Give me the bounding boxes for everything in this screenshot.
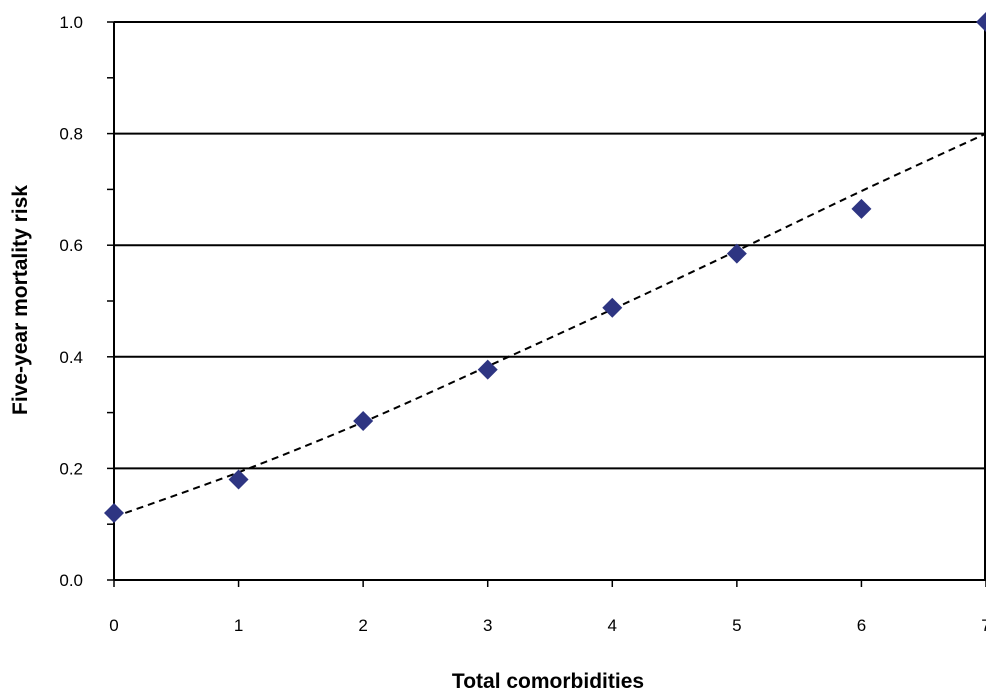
gridlines <box>114 21 986 470</box>
axes <box>113 22 986 581</box>
y-tick-label: 1.0 <box>59 13 83 32</box>
y-tick-label: 0.0 <box>59 571 83 590</box>
y-axis-title: Five-year mortality risk <box>9 185 32 415</box>
x-tick-label: 1 <box>234 616 243 635</box>
data-point-5 <box>726 243 747 264</box>
data-point-7 <box>976 12 986 32</box>
y-tick-label: 0.2 <box>59 459 83 478</box>
trendline-path <box>113 132 986 518</box>
x-tick-label: 4 <box>608 616 617 635</box>
x-tick-label: 6 <box>857 616 866 635</box>
x-tick-label: 2 <box>358 616 367 635</box>
tick-marks <box>107 21 986 587</box>
data-point-0 <box>104 503 124 524</box>
x-tick-label: 5 <box>732 616 741 635</box>
y-tick-labels: 0.0 0.2 0.4 0.6 0.8 1.0 <box>59 13 83 590</box>
x-tick-label: 0 <box>109 616 118 635</box>
y-tick-label: 0.6 <box>59 236 83 255</box>
y-tick-label: 0.4 <box>59 348 83 367</box>
data-point-1 <box>228 469 249 490</box>
x-tick-label: 3 <box>483 616 492 635</box>
data-point-3 <box>477 359 498 380</box>
data-point-4 <box>602 297 623 318</box>
trendline <box>113 132 986 518</box>
data-point-6 <box>851 198 872 219</box>
x-tick-label: 7 <box>981 616 986 635</box>
x-axis-title: Total comorbidities <box>452 670 644 693</box>
y-tick-label: 0.8 <box>59 125 83 144</box>
data-point-2 <box>353 410 374 431</box>
data-points <box>104 12 986 524</box>
x-tick-labels: 0 1 2 3 4 5 6 7 <box>109 616 986 635</box>
